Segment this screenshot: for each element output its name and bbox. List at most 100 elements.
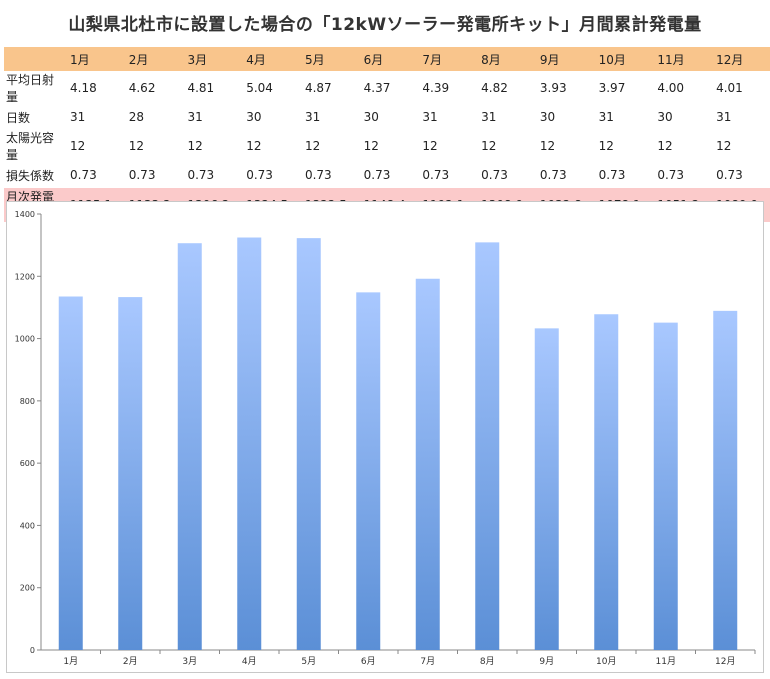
y-tick-label: 1000 — [15, 335, 35, 344]
table-cell: 0.73 — [187, 168, 215, 183]
table-cell: 4.62 — [128, 81, 156, 96]
header-cell: 3月 — [182, 47, 242, 72]
y-tick-label: 1400 — [15, 210, 35, 219]
header-cell: 6月 — [358, 47, 418, 72]
x-tick-label: 8月 — [480, 656, 495, 667]
bar — [713, 310, 738, 650]
header-cell: 2月 — [123, 47, 183, 72]
header-cell: 4月 — [241, 47, 300, 72]
table-cell: 4.81 — [187, 81, 215, 96]
bar-chart: 0 200 400 600 800 1000 1200 1400 1月 2月 3月 4月 5月 6月 7月 8… — [15, 210, 756, 667]
table-cell: 4.01 — [716, 81, 743, 96]
bar — [58, 296, 83, 650]
table-cell: 4.82 — [481, 81, 508, 96]
x-tick-label: 10月 — [596, 656, 616, 667]
table-cell: 4.00 — [657, 81, 685, 96]
table-cell: 4.39 — [422, 81, 450, 96]
table-cell: 4.87 — [304, 81, 332, 96]
table-cell: 4.18 — [70, 81, 97, 96]
page-title: 山梨県北杜市に設置した場合の「12kWソーラー発電所キット」月間累計発電量 — [68, 15, 702, 35]
bar — [475, 242, 500, 650]
table-cell: 3.93 — [539, 81, 567, 96]
table-cell: 0.73 — [363, 168, 391, 183]
table-cell: 30 — [363, 110, 379, 125]
table-cell: 31 — [598, 110, 614, 125]
bar — [356, 292, 381, 650]
table-header-row: 1月 2月 3月 4月 5月 6月 7月 8月 9月 10月 11月 12月 — [4, 47, 770, 72]
row-label: 太陽光容量 — [6, 131, 55, 163]
table-cell: 31 — [187, 110, 203, 125]
y-tick-label: 400 — [20, 521, 35, 530]
table-cell: 31 — [304, 110, 321, 125]
row-label: 損失係数 — [6, 168, 55, 183]
table-cell: 30 — [657, 110, 673, 125]
table-cell: 0.73 — [598, 168, 626, 183]
bar — [296, 238, 321, 650]
x-tick-label: 4月 — [242, 656, 257, 667]
header-cell: 9月 — [534, 47, 594, 72]
row-label: 平均日射量 — [6, 73, 55, 105]
table-cell: 31 — [70, 110, 86, 125]
bar — [415, 278, 440, 650]
table-cell: 0.73 — [304, 168, 332, 183]
header-cell: 7月 — [417, 47, 477, 72]
bar — [237, 237, 262, 650]
y-tick-label: 1200 — [15, 272, 35, 281]
x-tick-label: 3月 — [182, 656, 197, 667]
table-cell: 0.73 — [716, 168, 743, 183]
table-cell: 0.73 — [70, 168, 97, 183]
header-cell: 1月 — [65, 47, 124, 72]
x-tick-label: 9月 — [539, 656, 554, 667]
table-cell: 12 — [422, 139, 438, 154]
y-tick-label: 0 — [30, 646, 35, 655]
table-cell: 12 — [539, 139, 556, 154]
bar — [594, 314, 619, 650]
table-cell: 12 — [657, 139, 673, 154]
data-table: 1月 2月 3月 4月 5月 6月 7月 8月 9月 10月 11月 12月 平… — [4, 47, 770, 222]
table-cell: 12 — [128, 139, 145, 154]
x-tick-label: 6月 — [361, 656, 376, 667]
table-cell: 0.73 — [246, 168, 273, 183]
table-cell: 12 — [481, 139, 497, 154]
header-cell: 5月 — [299, 47, 359, 72]
table-cell: 12 — [304, 139, 321, 154]
x-tick-label: 11月 — [656, 656, 676, 667]
table-cell: 3.97 — [598, 81, 626, 96]
table-cell: 12 — [716, 139, 732, 154]
table-cell: 0.73 — [128, 168, 156, 183]
table-cell: 5.04 — [246, 81, 273, 96]
table-cell: 31 — [422, 110, 438, 125]
bar — [118, 297, 143, 650]
y-tick-label: 800 — [20, 397, 35, 406]
header-cell: 11月 — [652, 47, 712, 72]
table-cell: 4.37 — [363, 81, 391, 96]
table-cell: 12 — [363, 139, 379, 154]
header-cell — [4, 47, 65, 72]
x-tick-label: 2月 — [123, 656, 138, 667]
x-tick-label: 12月 — [715, 656, 735, 667]
header-cell: 12月 — [711, 47, 770, 72]
table-row: 平均日射量 4.18 4.62 4.81 5.04 4.87 4.37 4.39… — [4, 71, 770, 105]
y-tick-label: 200 — [20, 584, 35, 593]
header-cell: 10月 — [593, 47, 653, 72]
x-tick-label: 1月 — [63, 656, 78, 667]
x-tick-label: 5月 — [301, 656, 316, 667]
table-cell: 0.73 — [539, 168, 567, 183]
table-cell: 12 — [246, 139, 262, 154]
table-cell: 0.73 — [422, 168, 450, 183]
table-cell: 30 — [246, 110, 262, 125]
table-row: 太陽光容量 12 12 12 12 12 12 12 12 12 12 12 1… — [4, 129, 770, 163]
y-tick-label: 600 — [20, 459, 35, 468]
table-cell: 12 — [187, 139, 203, 154]
table-cell: 12 — [598, 139, 614, 154]
table-cell: 31 — [716, 110, 732, 125]
table-cell: 31 — [481, 110, 497, 125]
table-cell: 0.73 — [481, 168, 508, 183]
bar — [534, 328, 559, 650]
table-cell: 30 — [539, 110, 556, 125]
bar — [653, 322, 678, 650]
table-cell: 12 — [70, 139, 86, 154]
table-cell: 0.73 — [657, 168, 685, 183]
table-row: 損失係数 0.73 0.73 0.73 0.73 0.73 0.73 0.73 … — [4, 163, 770, 187]
table-cell: 28 — [128, 110, 145, 125]
